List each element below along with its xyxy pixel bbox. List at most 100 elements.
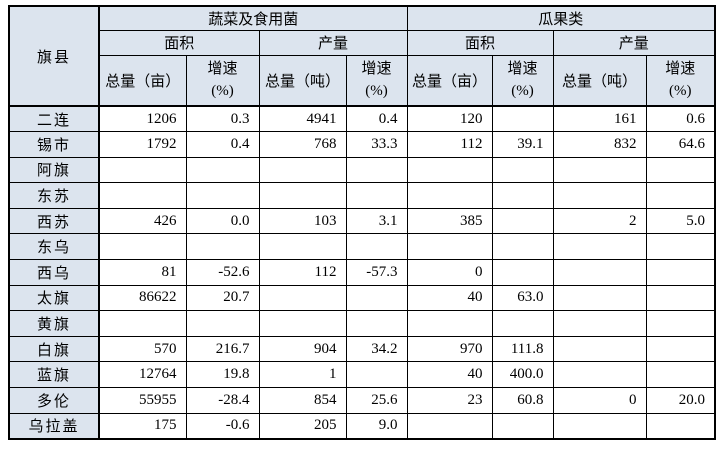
- cell: [491, 156, 554, 184]
- cell: 39.1: [491, 131, 554, 158]
- cell: 20.0: [645, 387, 716, 414]
- header-row-measures: 面积 产量 面积 产量: [9, 29, 716, 56]
- cell: [406, 233, 493, 261]
- cell: [491, 310, 554, 337]
- row-label: 西苏: [8, 207, 100, 235]
- cell: [406, 310, 493, 337]
- cell: [491, 182, 554, 209]
- cell: 12764: [98, 361, 187, 389]
- cell: 1: [258, 361, 347, 389]
- cell: [345, 361, 408, 389]
- col-header-veg-area-total: 总量（亩）: [98, 54, 187, 107]
- table-row: 西苏 426 0.0 103 3.1 385 2 5.0: [8, 207, 716, 235]
- cell: [552, 335, 647, 363]
- cell: 0: [552, 387, 647, 414]
- cell: [98, 233, 187, 261]
- cell: [185, 233, 260, 261]
- cell: [552, 259, 647, 286]
- cell: 4941: [258, 105, 347, 133]
- cell: [552, 233, 647, 261]
- cell: [552, 156, 647, 184]
- cell: [98, 182, 187, 209]
- cell: 25.6: [345, 387, 408, 414]
- col-header-veg-area-growth: 增速 (%): [185, 54, 260, 107]
- row-label: 锡市: [8, 131, 100, 158]
- cell: [98, 310, 187, 337]
- cell: [552, 310, 647, 337]
- row-label: 蓝旗: [8, 361, 100, 389]
- row-label: 白旗: [8, 335, 100, 363]
- growth-label: 增速: [665, 61, 696, 78]
- col-header-melon-area-total: 总量（亩）: [406, 54, 493, 107]
- row-label: 二连: [8, 105, 100, 133]
- cell: [258, 310, 347, 337]
- cell: 161: [552, 105, 647, 133]
- cell: [258, 156, 347, 184]
- row-label: 阿旗: [8, 156, 100, 184]
- cell: -0.6: [185, 412, 260, 440]
- cell: [491, 105, 554, 133]
- cell: -52.6: [185, 259, 260, 286]
- col-header-melon-output-growth: 增速 (%): [645, 54, 716, 107]
- cell: [345, 310, 408, 337]
- table-row: 东苏: [8, 182, 716, 209]
- header-row-units: 总量（亩） 增速 (%) 总量（吨） 增速 (%) 总量（亩） 增速 (%) 总…: [9, 54, 716, 107]
- cell: [491, 233, 554, 261]
- cell: [491, 207, 554, 235]
- statistics-table: 旗县 蔬菜及食用菌 瓜果类 面积 产量 面积 产量 总量（亩） 增速 (%) 总…: [8, 5, 716, 440]
- row-label: 西乌: [8, 259, 100, 286]
- cell: 1792: [98, 131, 187, 158]
- cell: [645, 310, 716, 337]
- cell: 400.0: [491, 361, 554, 389]
- cell: 2: [552, 207, 647, 235]
- table-row: 锡市 1792 0.4 768 33.3 112 39.1 832 64.6: [8, 131, 716, 158]
- subheader-veg-area: 面积: [98, 29, 260, 56]
- cell: 0.0: [185, 207, 260, 235]
- cell: 34.2: [345, 335, 408, 363]
- growth-unit: (%): [669, 83, 692, 100]
- cell: 0.4: [185, 131, 260, 158]
- cell: [491, 259, 554, 286]
- cell: [406, 182, 493, 209]
- cell: [185, 182, 260, 209]
- cell: [185, 310, 260, 337]
- cell: [645, 284, 716, 312]
- cell: 205: [258, 412, 347, 440]
- cell: [258, 182, 347, 209]
- cell: [552, 182, 647, 209]
- table-row: 白旗 570 216.7 904 34.2 970 111.8: [8, 335, 716, 363]
- table-row: 多伦 55955 -28.4 854 25.6 23 60.8 0 20.0: [8, 387, 716, 414]
- cell: 426: [98, 207, 187, 235]
- cell: 0.4: [345, 105, 408, 133]
- growth-label: 增速: [507, 61, 538, 78]
- cell: 0.3: [185, 105, 260, 133]
- cell: 570: [98, 335, 187, 363]
- cell: 81: [98, 259, 187, 286]
- cell: [345, 284, 408, 312]
- cell: -57.3: [345, 259, 408, 286]
- row-label: 多伦: [8, 387, 100, 414]
- growth-unit: (%): [211, 83, 234, 100]
- col-header-veg-output-total: 总量（吨）: [258, 54, 347, 107]
- cell: 832: [552, 131, 647, 158]
- subheader-melon-area: 面积: [406, 29, 554, 56]
- cell: [98, 156, 187, 184]
- row-label: 东乌: [8, 233, 100, 261]
- cell: 112: [258, 259, 347, 286]
- cell: [491, 412, 554, 440]
- row-label: 乌拉盖: [8, 412, 100, 440]
- cell: 19.8: [185, 361, 260, 389]
- cell: 60.8: [491, 387, 554, 414]
- growth-label: 增速: [361, 61, 392, 78]
- cell: [345, 182, 408, 209]
- cell: [645, 361, 716, 389]
- cell: 64.6: [645, 131, 716, 158]
- table-row: 太旗 86622 20.7 40 63.0: [8, 284, 716, 312]
- cell: [645, 156, 716, 184]
- col-header-melon-area-growth: 增速 (%): [491, 54, 554, 107]
- cell: 33.3: [345, 131, 408, 158]
- table-row: 乌拉盖 175 -0.6 205 9.0: [8, 412, 716, 440]
- cell: 0: [406, 259, 493, 286]
- cell: 103: [258, 207, 347, 235]
- cell: 63.0: [491, 284, 554, 312]
